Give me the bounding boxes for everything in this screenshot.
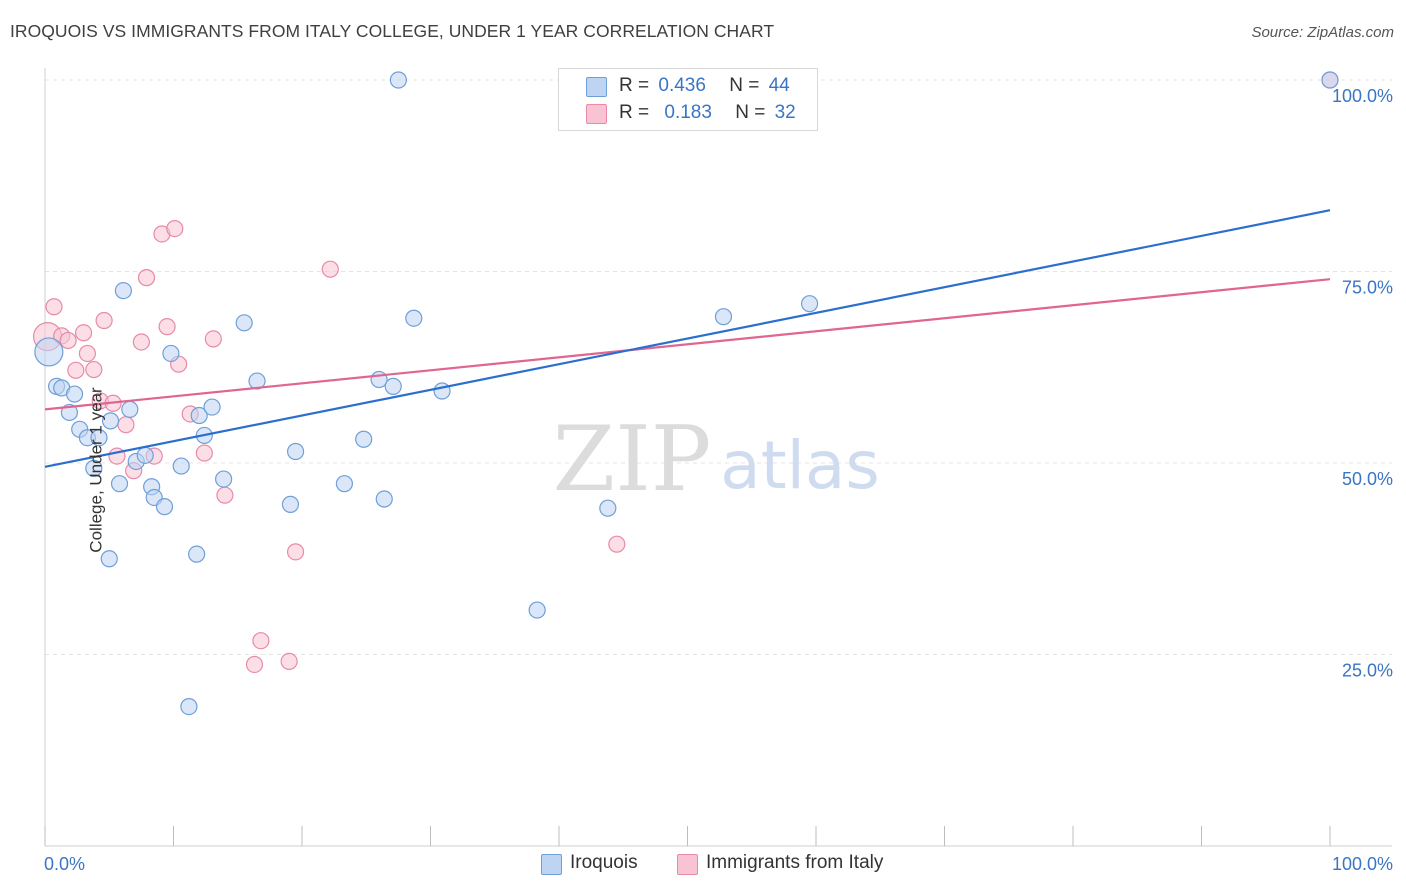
iroquois-point: [800, 295, 819, 313]
legend-swatch-iroquois: [586, 77, 607, 97]
iroquois-point: [136, 446, 154, 464]
italy-point: [95, 311, 113, 330]
iroquois-point: [405, 309, 423, 327]
italy-point: [204, 330, 222, 348]
italy-point: [195, 444, 213, 462]
n-label: N =: [729, 75, 760, 96]
iroquois-trend-line: [44, 209, 1331, 468]
trend-lines: [44, 209, 1331, 468]
iroquois-point: [248, 372, 266, 390]
watermark-zip: ZIP: [553, 407, 712, 512]
y-tick-label: 100.0%: [1332, 86, 1393, 106]
watermark-atlas: atlas: [720, 427, 880, 504]
italy-point: [85, 360, 103, 379]
legend-row-text: R = 0.183 N = 32: [619, 102, 796, 124]
r-value: 0.183: [664, 102, 712, 123]
italy-point: [245, 655, 264, 674]
n-label: N =: [735, 102, 766, 123]
iroquois-point: [162, 344, 180, 363]
watermark: ZIP atlas: [553, 407, 880, 512]
italy-point: [78, 344, 97, 363]
correlation-legend: R = 0.436 N = 44 R = 0.183 N = 32: [558, 68, 818, 131]
legend-row-text: R = 0.436 N = 44: [619, 75, 790, 97]
iroquois-point: [110, 475, 129, 493]
x-tick-label: 0.0%: [44, 854, 85, 874]
iroquois-point: [375, 490, 393, 508]
italy-point: [252, 632, 270, 650]
italy-point: [59, 331, 77, 350]
n-value: 44: [768, 75, 790, 96]
italy-point: [132, 333, 150, 351]
iroquois-point: [1321, 71, 1339, 89]
italy-point: [166, 220, 184, 238]
iroquois-point: [188, 545, 206, 563]
legend-label-italy: Immigrants from Italy: [706, 852, 884, 873]
iroquois-point: [155, 498, 174, 516]
iroquois-point: [101, 412, 120, 430]
italy-point: [74, 324, 93, 342]
legend-swatch-italy: [677, 854, 698, 875]
iroquois-point: [85, 459, 103, 477]
iroquois-point: [235, 314, 253, 332]
series-legend: Iroquois Immigrants from Italy: [0, 852, 1406, 878]
tick-labels: 25.0% 50.0% 75.0% 100.0% 0.0% 100.0%: [44, 86, 1393, 874]
gridlines: [45, 79, 1392, 655]
iroquois-point: [90, 429, 108, 447]
r-value: 0.436: [658, 75, 706, 96]
italy-point: [280, 652, 298, 670]
y-tick-label: 25.0%: [1342, 661, 1393, 681]
iroquois-point: [121, 400, 139, 418]
iroquois-point: [335, 475, 354, 493]
series-iroquois: [34, 71, 1339, 716]
y-tick-label: 50.0%: [1342, 469, 1393, 489]
iroquois-point: [180, 697, 198, 716]
italy-point: [216, 486, 234, 504]
iroquois-point: [203, 398, 221, 416]
y-axis-label: College, Under 1 year: [86, 387, 106, 553]
iroquois-point: [281, 495, 300, 513]
italy-point: [117, 416, 135, 434]
iroquois-point: [60, 403, 79, 422]
iroquois-point: [389, 71, 407, 89]
italy-point: [158, 318, 176, 336]
iroquois-point: [34, 337, 64, 367]
iroquois-point: [384, 377, 402, 395]
iroquois-point: [100, 550, 118, 568]
axes: [44, 68, 1392, 847]
source-label: Source: ZipAtlas.com: [1251, 24, 1394, 41]
italy-point: [45, 298, 63, 316]
italy-point: [321, 260, 339, 278]
x-tick-label: 100.0%: [1332, 854, 1393, 874]
iroquois-point: [172, 457, 190, 475]
iroquois-point: [286, 442, 305, 461]
italy-point: [286, 543, 305, 561]
iroquois-point: [714, 308, 733, 326]
legend-swatch-italy: [586, 104, 607, 124]
italy-point: [137, 269, 156, 287]
legend-label-iroquois: Iroquois: [570, 852, 638, 873]
iroquois-point: [65, 385, 84, 403]
n-value: 32: [774, 102, 796, 123]
italy-point: [608, 535, 626, 553]
italy-point: [67, 361, 85, 379]
iroquois-point: [355, 430, 373, 448]
iroquois-point: [599, 499, 617, 517]
series-italy: [32, 71, 1339, 674]
r-label: R =: [619, 102, 650, 123]
iroquois-point: [215, 470, 233, 488]
y-tick-label: 75.0%: [1342, 278, 1393, 298]
iroquois-point: [528, 601, 546, 619]
legend-swatch-iroquois: [541, 854, 562, 875]
iroquois-point: [190, 406, 208, 425]
r-label: R =: [619, 75, 650, 96]
italy-trend-line: [44, 278, 1331, 411]
iroquois-point: [114, 282, 132, 300]
chart-title: IROQUOIS VS IMMIGRANTS FROM ITALY COLLEG…: [10, 21, 775, 41]
